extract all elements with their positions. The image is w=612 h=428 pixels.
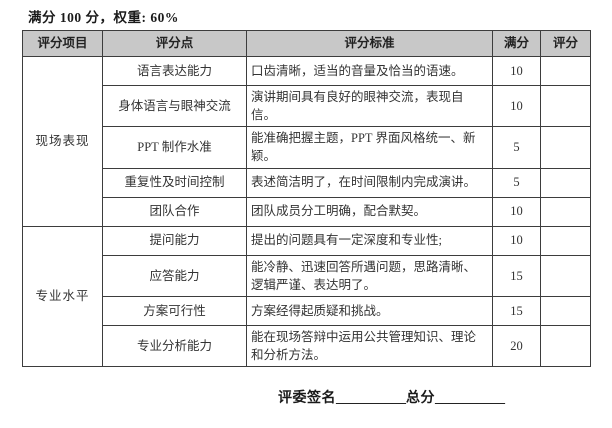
judge-signature-label: 评委签名 xyxy=(278,391,336,406)
scoring-criteria-cell: 表述简洁明了，在时间限制内完成演讲。 xyxy=(246,167,493,198)
table-row: PPT 制作水准 能准确把握主题，PPT 界面风格统一、新颖。 5 xyxy=(23,126,591,169)
score-blank-cell xyxy=(540,254,591,297)
max-score-cell: 10 xyxy=(492,196,541,227)
table-row: 应答能力 能冷静、迅速回答所遇问题，思路清晰、逻辑严谨、表达明了。 15 xyxy=(23,254,591,297)
scoring-point-cell: 身体语言与眼神交流 xyxy=(102,84,247,128)
table-row: 现场表现 语言表达能力 口齿清晰，适当的音量及恰当的语速。 10 xyxy=(22,56,591,227)
scoring-criteria-cell: 能在现场答辩中运用公共管理知识、理论和分析方法。 xyxy=(246,324,493,368)
scoring-point-cell: 专业分析能力 xyxy=(102,324,247,368)
rubric-table-body: 现场表现 语言表达能力 口齿清晰，适当的音量及恰当的语速。 10 身体语言与眼神交流 演讲… xyxy=(22,56,591,368)
scoring-rubric-table: 评分项目 评分点 评分标准 满分 评分 现场表现 语言表达能力 口齿清晰，适当的音量… xyxy=(22,30,591,368)
total-score-label: 总分 xyxy=(406,391,435,406)
table-row: 重复性及时间控制 表述简洁明了，在时间限制内完成演讲。 5 xyxy=(23,167,591,198)
scoring-point-cell: 语言表达能力 xyxy=(102,56,247,86)
table-row: 专业分析能力 能在现场答辩中运用公共管理知识、理论和分析方法。 20 xyxy=(23,324,591,368)
header-category: 评分项目 xyxy=(22,30,103,57)
table-header-row: 评分项目 评分点 评分标准 满分 评分 xyxy=(22,30,591,57)
header-point: 评分点 xyxy=(102,30,247,57)
max-score-cell: 5 xyxy=(492,167,541,198)
header-criteria: 评分标准 xyxy=(246,30,493,57)
scoring-criteria-cell: 演讲期间具有良好的眼神交流，表现自信。 xyxy=(246,84,493,128)
scoring-point-cell: 提问能力 xyxy=(102,225,247,256)
scoring-point-cell: 重复性及时间控制 xyxy=(102,167,247,198)
scoring-point-cell: 应答能力 xyxy=(102,254,247,297)
page-title: 满分 100 分，权重: 60% xyxy=(28,10,179,25)
max-score-cell: 10 xyxy=(492,56,541,86)
total-score-blank: __________ xyxy=(435,391,505,406)
max-score-cell: 15 xyxy=(492,295,541,326)
max-score-cell: 10 xyxy=(492,84,541,128)
score-blank-cell xyxy=(540,225,591,256)
score-blank-cell xyxy=(540,167,591,198)
score-blank-cell xyxy=(540,56,591,86)
scoring-criteria-cell: 团队成员分工明确，配合默契。 xyxy=(246,196,493,227)
scoring-criteria-cell: 能准确把握主题，PPT 界面风格统一、新颖。 xyxy=(246,126,493,169)
table-row: 团队合作 团队成员分工明确，配合默契。 10 xyxy=(23,196,591,227)
score-blank-cell xyxy=(540,84,591,128)
scoring-point-cell: PPT 制作水准 xyxy=(102,126,247,169)
max-score-cell: 20 xyxy=(492,324,541,368)
scoring-criteria-cell: 能冷静、迅速回答所遇问题，思路清晰、逻辑严谨、表达明了。 xyxy=(246,254,493,297)
table-row: 身体语言与眼神交流 演讲期间具有良好的眼神交流，表现自信。 10 xyxy=(23,84,591,128)
scoring-criteria-cell: 提出的问题具有一定深度和专业性; xyxy=(246,225,493,256)
scoring-point-cell: 团队合作 xyxy=(102,196,247,227)
score-blank-cell xyxy=(540,126,591,169)
score-blank-cell xyxy=(540,196,591,227)
judge-signature-blank: __________ xyxy=(336,391,406,406)
max-score-cell: 5 xyxy=(492,126,541,169)
scoring-criteria-cell: 口齿清晰，适当的音量及恰当的语速。 xyxy=(246,56,493,86)
table-row: 专业水平 提问能力 提出的问题具有一定深度和专业性; 10 xyxy=(22,225,591,367)
scoring-criteria-cell: 方案经得起质疑和挑战。 xyxy=(246,295,493,326)
table-row: 方案可行性 方案经得起质疑和挑战。 15 xyxy=(23,295,591,326)
signature-line: 评委签名__________总分__________ xyxy=(278,387,505,407)
score-blank-cell xyxy=(540,295,591,326)
score-blank-cell xyxy=(540,324,591,368)
scoring-point-cell: 方案可行性 xyxy=(102,295,247,326)
category-cell: 专业水平 xyxy=(22,225,103,367)
max-score-cell: 15 xyxy=(492,254,541,297)
header-score: 评分 xyxy=(540,30,591,57)
max-score-cell: 10 xyxy=(492,225,541,256)
category-cell: 现场表现 xyxy=(22,56,103,227)
header-max-score: 满分 xyxy=(492,30,541,57)
